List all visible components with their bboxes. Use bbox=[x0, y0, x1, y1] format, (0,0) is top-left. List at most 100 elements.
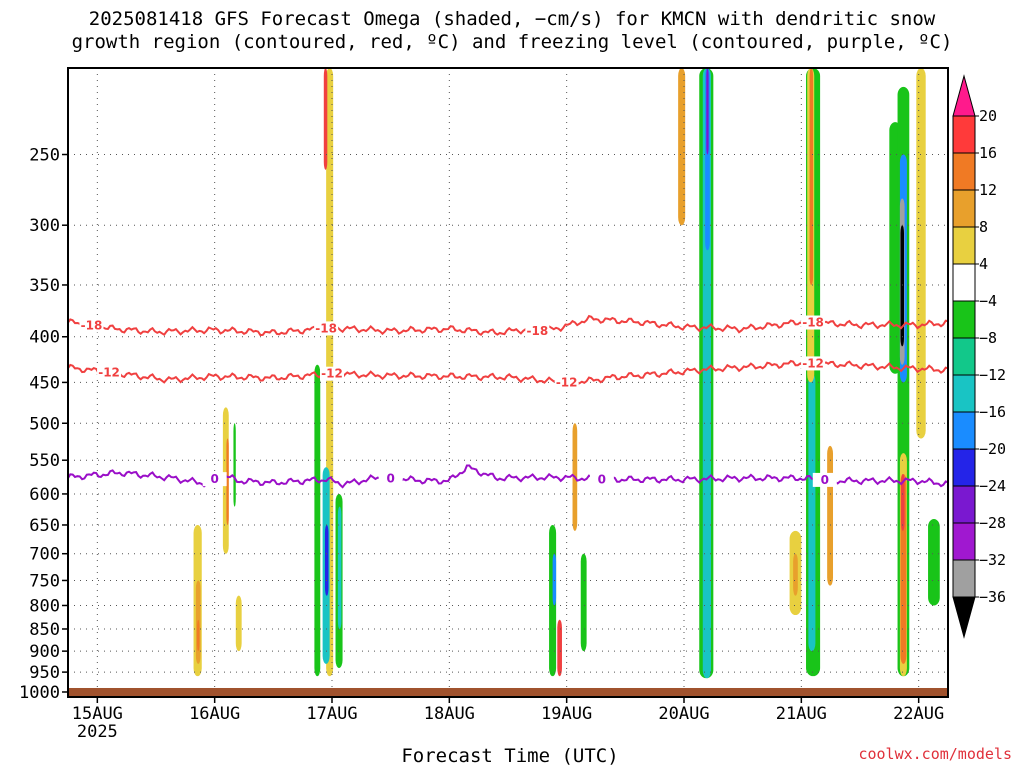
omega-band bbox=[900, 225, 904, 347]
credit-link[interactable]: coolwx.com/models bbox=[858, 745, 1012, 763]
colorbar-segment bbox=[952, 559, 976, 598]
x-tick-label: 18AUG bbox=[424, 704, 475, 724]
y-tick-label: 300 bbox=[29, 216, 60, 236]
contour-lines: -18 -18 -18 -18 -12 -12 -12 -12 0 0 0 0 bbox=[67, 314, 949, 489]
colorbar-segment bbox=[952, 152, 976, 191]
contour-label-bg bbox=[589, 472, 614, 487]
y-tick-label: 850 bbox=[29, 620, 60, 640]
omega-band bbox=[706, 68, 709, 155]
colorbar-segment bbox=[952, 263, 976, 302]
contour-label: -18 bbox=[802, 316, 824, 330]
chart-title-line-2: growth region (contoured, red, ºC) and f… bbox=[71, 31, 953, 53]
colorbar-segment bbox=[952, 226, 976, 265]
colorbar-label: 4 bbox=[979, 255, 988, 273]
colorbar-label: −24 bbox=[979, 477, 1006, 495]
omega-band bbox=[557, 619, 562, 677]
x-tick-label: 19AUG bbox=[541, 704, 592, 724]
contour-label-bg bbox=[378, 471, 403, 486]
colorbar-label: −8 bbox=[979, 329, 997, 347]
contour-label-bg bbox=[525, 323, 550, 338]
omega-band bbox=[235, 595, 242, 652]
y-tick-label: 600 bbox=[29, 485, 60, 505]
x-tick-sublabel: 2025 bbox=[77, 722, 118, 742]
contour-label-bg bbox=[801, 315, 826, 330]
omega-band bbox=[809, 68, 814, 285]
omega-band bbox=[827, 445, 834, 586]
colorbar-segment bbox=[952, 337, 976, 376]
colorbar-segment bbox=[952, 448, 976, 487]
omega-band bbox=[928, 518, 940, 606]
y-tick-label: 500 bbox=[29, 414, 60, 434]
y-tick-label: 700 bbox=[29, 545, 60, 565]
y-tick-label: 1000 bbox=[19, 683, 60, 703]
colorbar-segment bbox=[952, 522, 976, 561]
contour-label-bg bbox=[554, 375, 579, 390]
y-axis: 2503003504004505005506006507007508008509… bbox=[19, 146, 68, 703]
contour-label-bg bbox=[801, 356, 826, 371]
colorbar-segment bbox=[952, 189, 976, 228]
contour-label-bg bbox=[79, 318, 104, 333]
x-axis-title: Forecast Time (UTC) bbox=[401, 745, 619, 767]
x-tick-label: 21AUG bbox=[776, 704, 827, 724]
contour-label: -18 bbox=[81, 318, 103, 332]
colorbar-label: −20 bbox=[979, 440, 1006, 458]
colorbar-label: −12 bbox=[979, 366, 1006, 384]
colorbar-segment bbox=[952, 115, 976, 154]
y-tick-label: 250 bbox=[29, 146, 60, 166]
y-tick-label: 950 bbox=[29, 663, 60, 683]
omega-band bbox=[226, 438, 229, 525]
omega-band bbox=[901, 474, 905, 531]
colorbar-segment bbox=[952, 485, 976, 524]
y-tick-label: 800 bbox=[29, 596, 60, 616]
contour-label: 0 bbox=[210, 472, 218, 486]
omega-band bbox=[324, 524, 329, 596]
y-tick-label: 350 bbox=[29, 276, 60, 296]
contour-label-bg bbox=[97, 365, 122, 380]
colorbar-segment bbox=[952, 374, 976, 413]
omega-band bbox=[916, 68, 926, 439]
y-tick-label: 750 bbox=[29, 571, 60, 591]
x-tick-label: 22AUG bbox=[893, 704, 944, 724]
colorbar-label: −32 bbox=[979, 551, 1006, 569]
y-tick-label: 650 bbox=[29, 516, 60, 536]
colorbar-label: 20 bbox=[979, 107, 997, 125]
colorbar-label: 16 bbox=[979, 144, 997, 162]
colorbar-label: −4 bbox=[979, 292, 997, 310]
ground-band bbox=[68, 687, 948, 697]
contour-label: -12 bbox=[556, 375, 578, 389]
colorbar-label: 8 bbox=[979, 218, 988, 236]
chart-title-line-1: 2025081418 GFS Forecast Omega (shaded, −… bbox=[88, 8, 936, 30]
colorbar-label: 12 bbox=[979, 181, 997, 199]
colorbar-segment bbox=[952, 596, 976, 639]
contour-label: -12 bbox=[802, 356, 824, 370]
contour-label: -18 bbox=[315, 321, 337, 335]
omega-band bbox=[197, 619, 200, 652]
x-tick-label: 17AUG bbox=[306, 704, 357, 724]
y-tick-label: 900 bbox=[29, 642, 60, 662]
colorbar: 20 16 12 8 4 −4 −8 −12 −16 −20 −24 −28 −32 −36 bbox=[952, 74, 1006, 639]
omega-band bbox=[552, 553, 557, 606]
contour-label: 0 bbox=[821, 473, 829, 487]
x-tick-label: 20AUG bbox=[658, 704, 709, 724]
omega-band bbox=[323, 68, 328, 170]
omega-band bbox=[337, 506, 342, 629]
colorbar-label: −16 bbox=[979, 403, 1006, 421]
contour-label: 0 bbox=[598, 472, 606, 486]
omega-band bbox=[808, 373, 816, 652]
colorbar-label: −28 bbox=[979, 514, 1006, 532]
contour-label-bg bbox=[320, 366, 344, 381]
omega-band bbox=[793, 553, 798, 596]
omega-band bbox=[678, 68, 686, 226]
colorbar-label: −36 bbox=[979, 588, 1006, 606]
contour-label: -18 bbox=[526, 324, 548, 338]
contour-label-bg bbox=[812, 472, 837, 487]
y-tick-label: 550 bbox=[29, 451, 60, 471]
omega-band bbox=[314, 364, 321, 677]
omega-shading bbox=[193, 68, 940, 679]
y-tick-label: 400 bbox=[29, 328, 60, 348]
omega-band bbox=[233, 423, 236, 507]
contour-label: -12 bbox=[321, 367, 343, 381]
x-tick-label: 16AUG bbox=[189, 704, 240, 724]
colorbar-segment bbox=[952, 411, 976, 450]
